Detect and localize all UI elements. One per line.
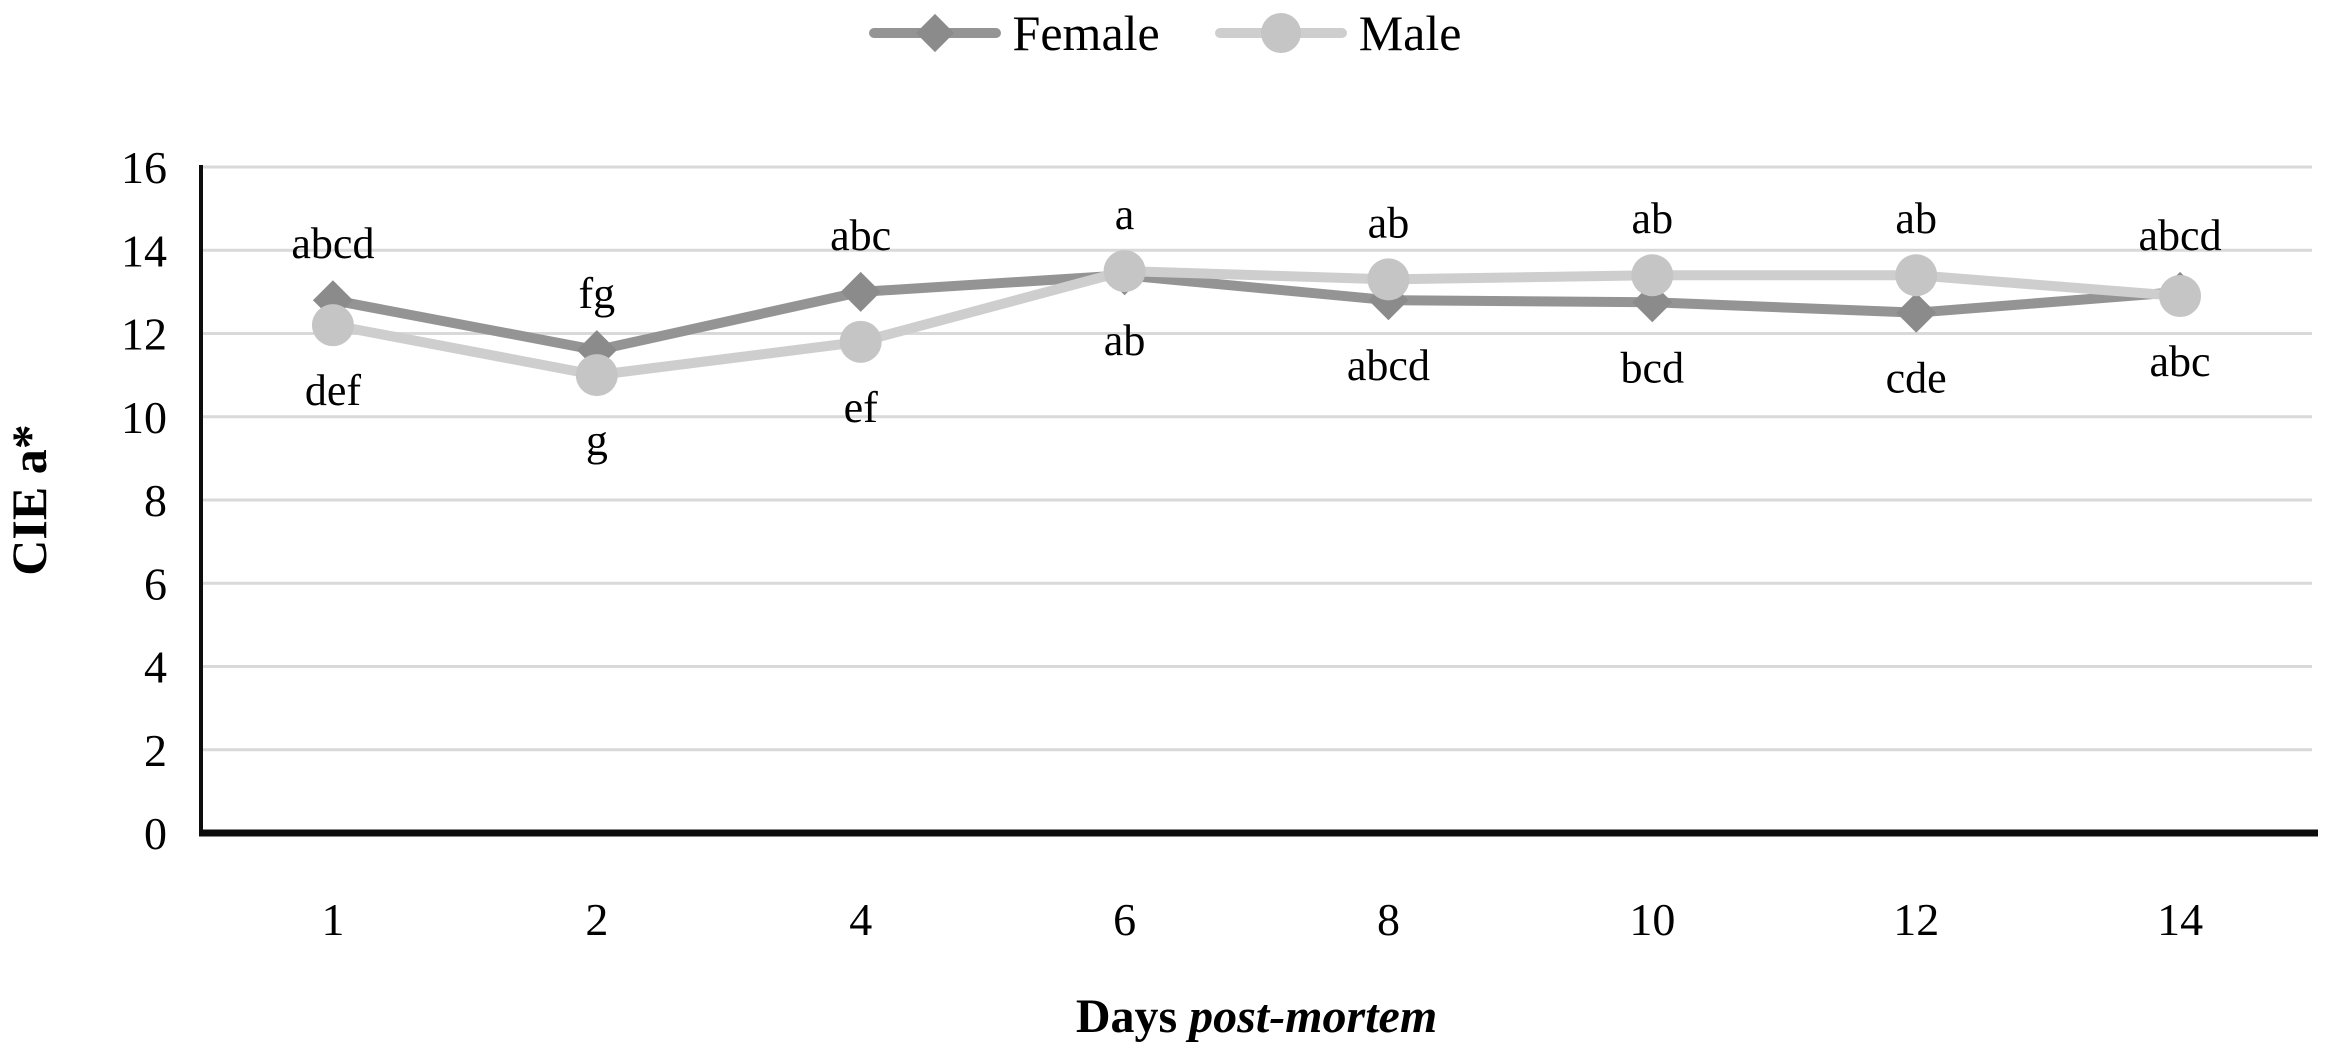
point-label-female-12: cde [1886,354,1947,403]
x-tick-label-1: 1 [321,894,344,945]
x-axis-title-prefix: Days [1076,990,1189,1043]
legend-label-male: Male [1358,5,1462,61]
x-axis-title: Days post-mortem [1076,990,1437,1043]
marker-circle-male-1 [311,304,354,347]
marker-circle-male-10 [1631,254,1674,297]
female-line-swatch [868,13,1001,53]
marker-circle-male-8 [1367,258,1410,301]
series-line-female [327,270,2186,356]
y-axis-title: CIE a* [1,424,57,575]
y-tick-label-10: 10 [121,392,167,443]
y-tick-label-0: 0 [144,808,167,859]
marker-diamond-female-4 [840,271,881,312]
x-tick-label-6: 6 [1113,894,1136,945]
x-axis-title-italic: post-mortem [1185,990,1437,1043]
x-tick-label-2: 2 [585,894,608,945]
y-tick-label-14: 14 [121,225,167,276]
x-tick-label-10: 10 [1629,894,1675,945]
point-label-female-8: abcd [1347,341,1430,390]
marker-circle-male-2 [575,354,618,397]
point-label-male-6: a [1115,190,1135,239]
y-tick-label-8: 8 [144,475,167,526]
x-tick-label-14: 14 [2157,894,2203,945]
x-tick-label-4: 4 [849,894,872,945]
legend-item-female: Female [868,5,1160,61]
point-label-male-14: abc [2150,337,2211,386]
marker-circle-male-12 [1895,254,1938,297]
chart-legend: Female Male [0,8,2330,58]
y-tick-label-4: 4 [144,642,167,693]
point-label-male-2: g [586,416,608,465]
point-label-female-1: abcd [291,219,374,268]
x-tick-label-8: 8 [1377,894,1400,945]
y-tick-label-2: 2 [144,725,167,776]
male-line-swatch [1214,13,1347,53]
point-label-male-8: ab [1368,198,1410,247]
point-label-male-4: ef [844,383,879,432]
point-label-female-6: ab [1104,316,1146,365]
point-label-male-10: ab [1632,194,1674,243]
point-label-female-10: bcd [1621,343,1685,392]
legend-label-female: Female [1012,5,1160,61]
point-label-female-14: abcd [2139,211,2222,260]
female-diamond-icon [915,13,954,53]
legend-item-male: Male [1214,5,1462,61]
marker-diamond-female-12 [1896,292,1937,333]
series-line-male [327,266,2186,381]
point-label-female-4: abc [830,211,891,260]
point-label-female-2: fg [578,269,615,318]
y-tick-label-6: 6 [144,558,167,609]
x-tick-label-12: 12 [1893,894,1939,945]
marker-circle-male-14 [2159,275,2202,318]
y-tick-label-12: 12 [121,309,167,360]
point-label-male-1: def [305,366,362,415]
marker-circle-male-6 [1103,250,1146,293]
marker-circle-male-4 [839,320,882,363]
y-tick-label-16: 16 [121,142,167,193]
male-circle-icon [1260,13,1301,53]
point-label-male-12: ab [1895,194,1937,243]
